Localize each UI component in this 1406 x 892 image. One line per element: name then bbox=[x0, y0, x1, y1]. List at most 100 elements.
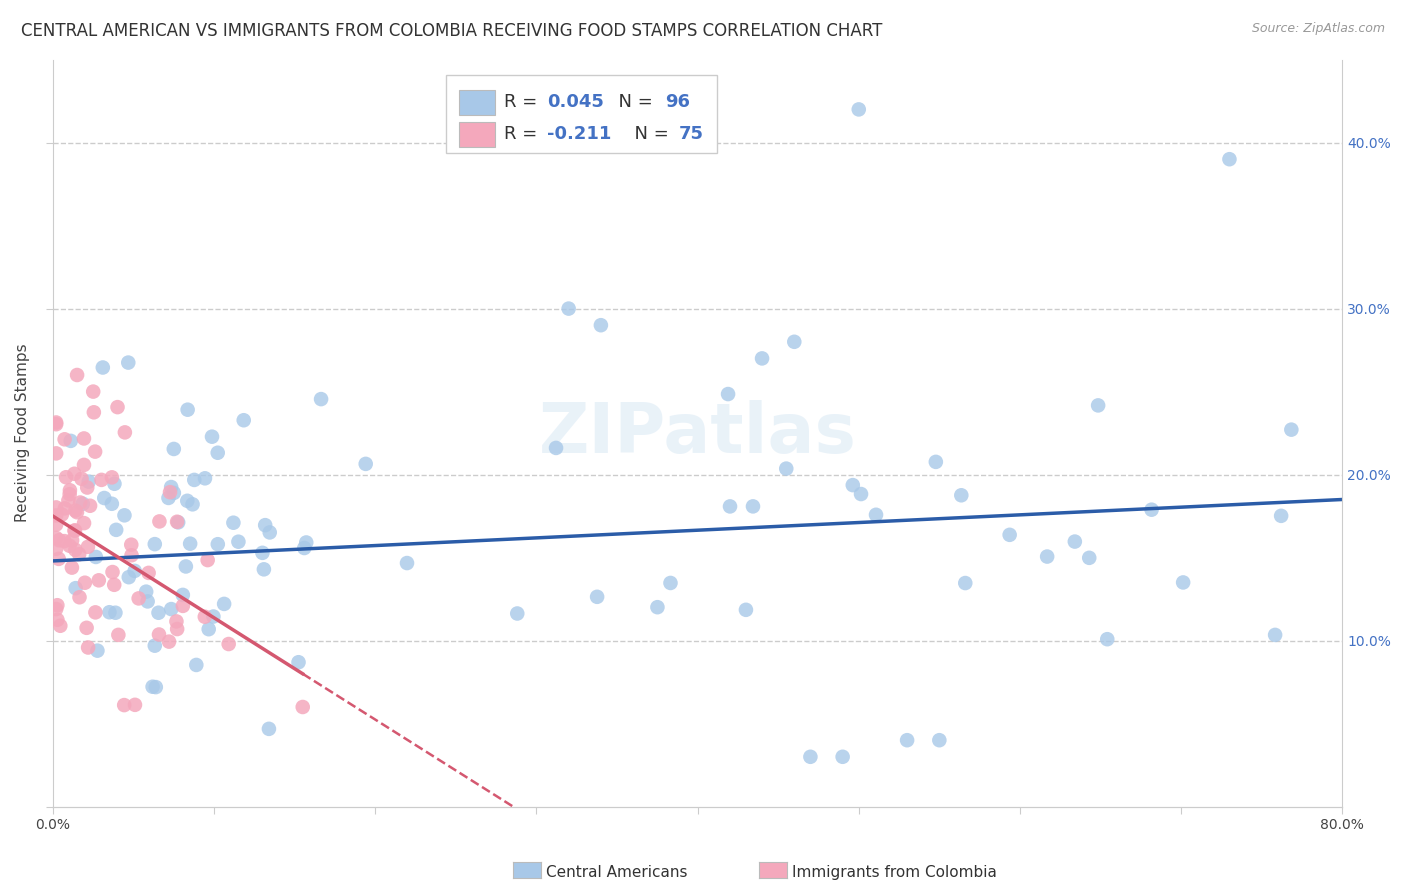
Point bbox=[589, 318, 612, 333]
FancyBboxPatch shape bbox=[460, 122, 495, 146]
Point bbox=[73, 516, 96, 530]
Point bbox=[112, 698, 135, 712]
Point bbox=[1279, 423, 1302, 437]
Point bbox=[138, 566, 160, 580]
Point bbox=[63, 467, 86, 481]
Point bbox=[114, 425, 136, 440]
Point bbox=[73, 575, 96, 590]
Point bbox=[59, 487, 82, 501]
Point bbox=[950, 488, 973, 502]
Point bbox=[775, 461, 797, 475]
Point bbox=[148, 515, 170, 529]
Point bbox=[69, 495, 91, 509]
Point bbox=[66, 505, 89, 519]
Point bbox=[506, 607, 529, 621]
Point bbox=[257, 722, 280, 736]
Text: ZIPatlas: ZIPatlas bbox=[538, 400, 856, 467]
Point bbox=[65, 581, 87, 595]
Point bbox=[742, 500, 765, 514]
Point bbox=[176, 493, 198, 508]
Point bbox=[159, 485, 181, 500]
Text: N =: N = bbox=[623, 125, 675, 144]
Point bbox=[63, 524, 86, 538]
Point bbox=[186, 657, 208, 672]
Point bbox=[194, 471, 217, 485]
Point bbox=[395, 556, 418, 570]
Point bbox=[849, 487, 872, 501]
Text: R =: R = bbox=[505, 93, 543, 112]
Point bbox=[254, 518, 277, 533]
Text: 0.045: 0.045 bbox=[547, 93, 603, 112]
Text: CENTRAL AMERICAN VS IMMIGRANTS FROM COLOMBIA RECEIVING FOOD STAMPS CORRELATION C: CENTRAL AMERICAN VS IMMIGRANTS FROM COLO… bbox=[21, 22, 883, 40]
Point bbox=[77, 475, 100, 489]
Point bbox=[84, 444, 107, 458]
Text: -0.211: -0.211 bbox=[547, 125, 612, 144]
Point bbox=[87, 574, 110, 588]
Point bbox=[148, 627, 170, 641]
Point bbox=[98, 605, 121, 619]
Point bbox=[207, 537, 229, 551]
Point bbox=[76, 481, 98, 495]
Point bbox=[45, 602, 67, 616]
Point bbox=[717, 387, 740, 401]
Point bbox=[93, 491, 115, 505]
Point bbox=[45, 508, 67, 523]
Point bbox=[143, 639, 166, 653]
Point bbox=[160, 602, 183, 616]
Point bbox=[172, 588, 194, 602]
Point bbox=[45, 417, 67, 432]
Point bbox=[1171, 575, 1194, 590]
Point bbox=[66, 368, 89, 382]
Point bbox=[101, 565, 124, 579]
Point bbox=[45, 517, 67, 532]
Point bbox=[172, 599, 194, 613]
Point bbox=[295, 535, 318, 549]
Point bbox=[201, 430, 224, 444]
Point bbox=[659, 576, 682, 591]
Point bbox=[59, 483, 82, 498]
Point bbox=[45, 446, 67, 460]
Point bbox=[232, 413, 254, 427]
Point bbox=[84, 606, 107, 620]
Point bbox=[53, 432, 76, 446]
Point bbox=[83, 405, 105, 419]
Point bbox=[167, 516, 190, 530]
Point bbox=[865, 508, 887, 522]
Point bbox=[1270, 508, 1292, 523]
Point bbox=[84, 549, 107, 564]
Point bbox=[194, 609, 217, 624]
Point bbox=[166, 622, 188, 636]
Y-axis label: Receiving Food Stamps: Receiving Food Stamps bbox=[15, 343, 30, 523]
Point bbox=[142, 680, 165, 694]
Point bbox=[70, 472, 93, 486]
Point bbox=[77, 640, 100, 655]
Point bbox=[121, 548, 143, 562]
Point bbox=[145, 680, 167, 694]
Point bbox=[45, 500, 67, 515]
Point bbox=[65, 542, 87, 557]
Point bbox=[165, 615, 187, 629]
Point bbox=[117, 355, 139, 369]
Point bbox=[291, 700, 314, 714]
Point bbox=[197, 622, 219, 636]
Point bbox=[1264, 628, 1286, 642]
Point bbox=[896, 733, 918, 747]
Point bbox=[831, 749, 853, 764]
Point bbox=[181, 497, 204, 511]
Point bbox=[107, 628, 129, 642]
Point bbox=[72, 497, 94, 511]
Point bbox=[60, 533, 83, 548]
Point bbox=[55, 470, 77, 484]
Point bbox=[148, 606, 170, 620]
Text: N =: N = bbox=[607, 93, 659, 112]
Point bbox=[166, 515, 188, 529]
Point bbox=[783, 334, 806, 349]
Point bbox=[103, 578, 125, 592]
Point bbox=[45, 416, 67, 430]
Point bbox=[309, 392, 332, 406]
Point bbox=[176, 402, 198, 417]
Point bbox=[179, 536, 201, 550]
Point bbox=[53, 501, 76, 516]
Point bbox=[1140, 502, 1163, 516]
Point bbox=[63, 524, 86, 538]
